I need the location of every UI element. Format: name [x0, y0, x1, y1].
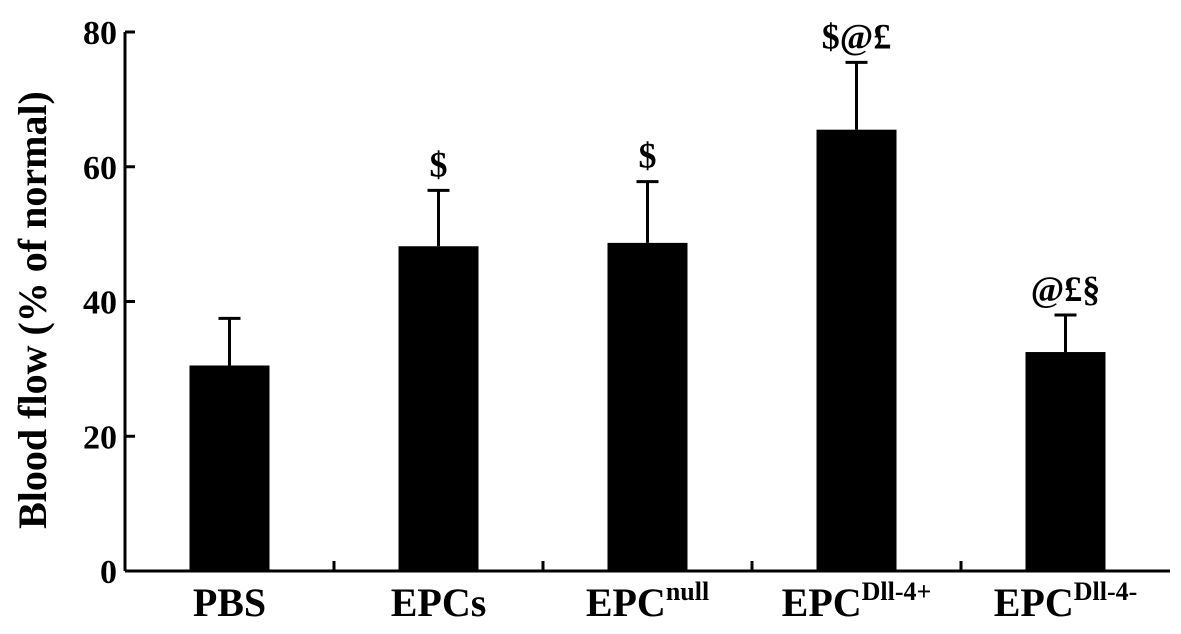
- bar: [1025, 352, 1106, 571]
- y-tick-label: 0: [100, 554, 117, 591]
- bar: [816, 129, 897, 571]
- x-tick-label: EPCnull: [586, 577, 709, 625]
- bar: [189, 365, 270, 571]
- y-tick-label: 40: [83, 285, 117, 322]
- x-tick-label: EPCDll-4-: [994, 577, 1138, 625]
- bar: [607, 242, 688, 572]
- plot-area: 0 20 40 60 80 PBS $ EPCs $ EPCnull $@£ EPCDll-4+ @£§…: [83, 15, 1170, 625]
- x-tick-label: PBS: [193, 580, 266, 625]
- x-tick-label: EPCs: [391, 580, 487, 625]
- significance-label: $: [430, 144, 448, 184]
- significance-label: $@£: [822, 16, 892, 56]
- bar: [398, 246, 479, 571]
- y-tick-label: 80: [83, 15, 117, 52]
- significance-label: @£§: [1031, 269, 1101, 309]
- y-tick-label: 20: [83, 419, 117, 456]
- x-tick-label: EPCDll-4+: [782, 577, 932, 625]
- significance-label: $: [639, 136, 657, 176]
- y-tick-label: 60: [83, 150, 117, 187]
- y-axis-title: Blood flow (% of normal): [10, 91, 55, 529]
